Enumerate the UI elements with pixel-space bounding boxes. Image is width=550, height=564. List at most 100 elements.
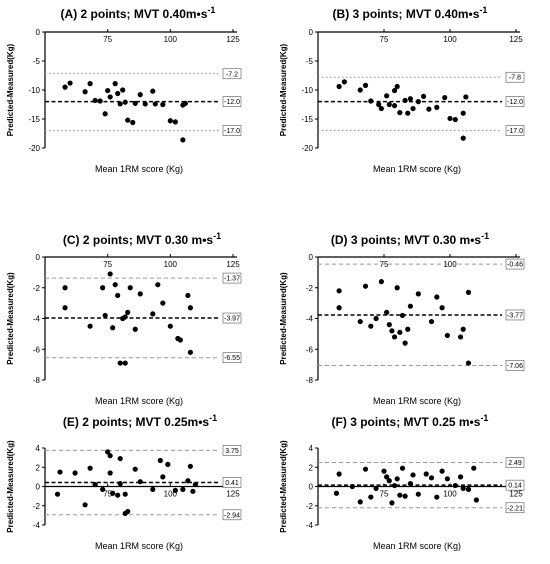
data-point — [397, 110, 403, 116]
data-point — [460, 485, 466, 492]
data-point — [357, 499, 363, 505]
data-point — [115, 292, 121, 299]
data-point — [407, 96, 413, 102]
data-point — [442, 94, 448, 101]
data-point — [117, 101, 123, 107]
data-point — [410, 105, 416, 112]
data-point — [394, 476, 400, 482]
data-point — [107, 271, 113, 277]
data-point — [386, 478, 392, 484]
x-tick-label: 75 — [103, 260, 112, 269]
data-point — [362, 82, 369, 88]
y-tick-label: -10 — [301, 86, 313, 95]
data-point — [160, 474, 166, 480]
data-point — [386, 322, 392, 328]
data-point — [72, 470, 78, 476]
mean-bias-label: 0.41 — [225, 480, 239, 487]
y-tick-label: -6 — [306, 345, 314, 354]
x-tick-label: 125 — [226, 260, 240, 269]
y-tick-label: 0 — [36, 28, 41, 37]
panel-title-unit: s — [201, 7, 208, 21]
data-point — [107, 470, 113, 476]
mean-bias-label: -12.0 — [224, 99, 240, 106]
data-point — [389, 328, 395, 334]
y-tick-label: 0 — [36, 253, 41, 262]
lower-limit-label: -17.0 — [224, 128, 240, 135]
data-point — [465, 486, 472, 492]
upper-limit-label-box — [222, 272, 242, 284]
upper-limit-label-box — [505, 457, 525, 468]
panel-title-main: (C) 2 points; MVT 0.30 m — [63, 233, 202, 247]
data-point — [87, 81, 93, 87]
x-axis-label: Mean 1RM score (Kg) — [95, 164, 183, 174]
panel-title: (E) 2 points; MVT 0.25m•s-1 — [63, 413, 217, 429]
mean-bias-label: -12.0 — [507, 99, 523, 106]
data-point — [137, 291, 143, 297]
mean-bias-label-box — [505, 479, 525, 491]
data-point — [460, 110, 466, 116]
panel-f: (F) 3 points; MVT 0.25 m•s-1 75 100 125 4 2 0 -… — [279, 413, 525, 551]
data-point — [336, 83, 342, 90]
data-point — [102, 111, 108, 117]
data-point — [421, 93, 427, 99]
data-point — [415, 99, 421, 105]
x-tick-label: 75 — [380, 35, 389, 44]
data-point — [185, 478, 191, 484]
data-point — [167, 323, 173, 329]
y-tick-label: 0 — [309, 28, 314, 37]
x-axis-label: Mean 1RM score (Kg) — [373, 541, 461, 551]
y-tick-label: 0 — [36, 483, 41, 492]
lower-limit-label-box — [505, 360, 525, 371]
data-point — [384, 93, 390, 99]
data-point — [391, 103, 398, 109]
lower-limit-label-box — [222, 125, 242, 136]
data-point — [465, 289, 472, 295]
data-point — [105, 449, 111, 455]
x-axis-label: Mean 1RM score (Kg) — [373, 396, 461, 406]
data-point — [391, 334, 398, 340]
data-point — [142, 101, 148, 107]
panel-title-unit: s — [474, 233, 481, 247]
data-point — [172, 119, 178, 125]
data-point — [428, 475, 435, 481]
y-tick-label: -4 — [306, 315, 314, 324]
panel-title-unit-exponent: -1 — [481, 231, 489, 241]
x-axis-label: Mean 1RM score (Kg) — [373, 164, 461, 174]
x-tick-label: 100 — [164, 35, 178, 44]
data-point — [167, 118, 173, 124]
data-point — [444, 332, 450, 339]
data-point — [62, 285, 68, 291]
data-point — [177, 337, 183, 343]
data-point — [415, 291, 421, 297]
data-point — [397, 492, 403, 498]
panel-title-dot: • — [202, 233, 206, 247]
data-point — [152, 101, 158, 107]
data-point — [187, 305, 193, 311]
data-point — [368, 323, 374, 329]
data-point — [165, 461, 171, 467]
data-point — [180, 486, 186, 492]
data-point — [397, 329, 403, 335]
data-point — [410, 472, 416, 478]
data-point — [122, 314, 128, 320]
data-point — [402, 97, 408, 104]
y-tick-label: -4 — [306, 521, 314, 530]
mean-bias-label: -3.77 — [507, 312, 523, 319]
mean-bias-label-box — [505, 96, 525, 107]
mean-bias-label-box — [222, 477, 242, 488]
data-point — [132, 466, 138, 472]
data-point — [362, 466, 369, 472]
data-point — [62, 84, 68, 90]
data-point — [105, 87, 111, 94]
x-tick-label: 75 — [380, 490, 389, 499]
data-point — [368, 494, 374, 500]
y-tick-label: 2 — [36, 463, 41, 472]
data-point — [463, 94, 469, 100]
data-point — [357, 318, 363, 325]
x-tick-label: 125 — [226, 490, 240, 499]
data-point — [405, 110, 411, 116]
data-point — [439, 305, 445, 311]
panel-title-dot: • — [469, 7, 473, 21]
